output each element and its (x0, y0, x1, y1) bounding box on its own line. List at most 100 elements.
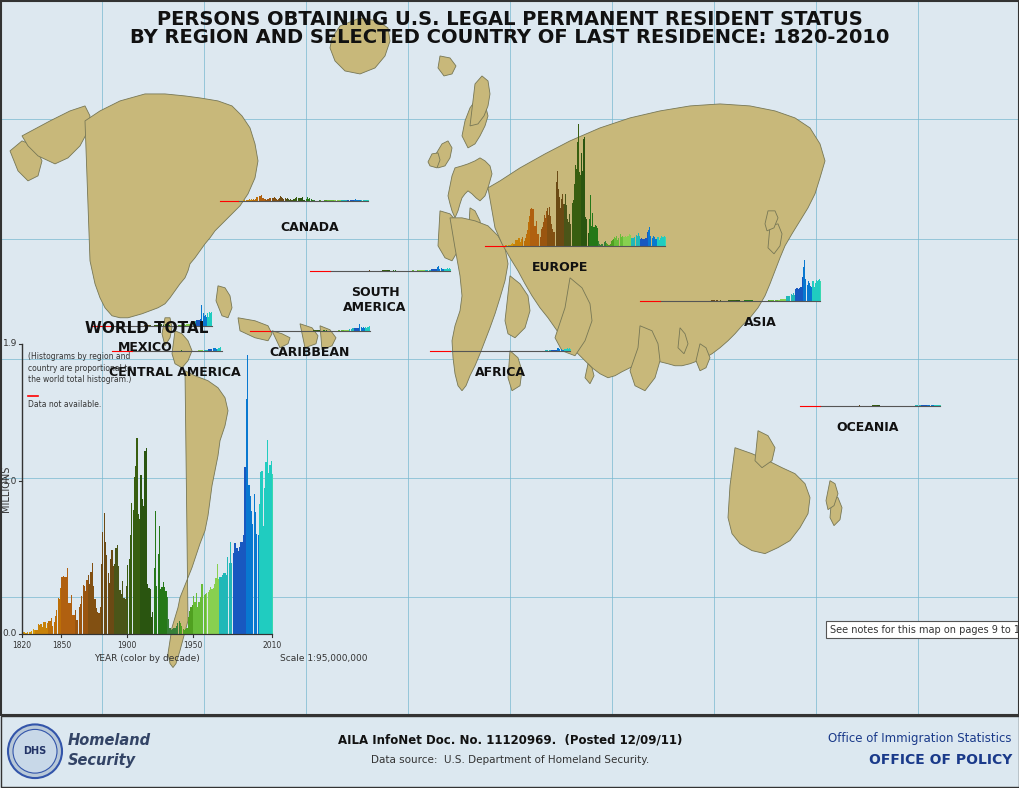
Bar (228, 563, 229, 634)
Bar (215, 578, 216, 634)
Bar (204, 595, 205, 634)
Bar (125, 586, 127, 634)
Bar (169, 628, 170, 634)
Bar (84, 585, 85, 634)
Bar (269, 465, 270, 634)
Bar (91, 572, 92, 634)
Bar (115, 548, 116, 634)
Polygon shape (504, 276, 530, 338)
Bar (29, 632, 30, 634)
Bar (118, 567, 119, 634)
Bar (47, 623, 48, 634)
Bar (219, 577, 220, 634)
Bar (226, 574, 227, 634)
Bar (109, 582, 110, 634)
Bar (131, 503, 132, 634)
Bar (159, 526, 160, 634)
Bar (195, 602, 196, 634)
Bar (33, 630, 34, 634)
Bar (78, 607, 79, 634)
Bar (248, 485, 250, 634)
Text: PERSONS OBTAINING U.S. LEGAL PERMANENT RESIDENT STATUS: PERSONS OBTAINING U.S. LEGAL PERMANENT R… (157, 10, 862, 29)
Polygon shape (447, 158, 491, 217)
Bar (50, 622, 51, 634)
Text: 2010: 2010 (262, 641, 281, 649)
Bar (168, 619, 169, 634)
Bar (202, 584, 203, 634)
Bar (114, 564, 115, 634)
Bar (64, 577, 65, 634)
Bar (272, 474, 273, 634)
Bar (177, 623, 178, 634)
Bar (139, 519, 141, 634)
Bar (82, 596, 83, 634)
Bar (206, 593, 207, 634)
Bar (124, 599, 125, 634)
Bar (77, 619, 78, 634)
Bar (69, 603, 70, 634)
Polygon shape (678, 328, 688, 354)
Bar (251, 511, 252, 634)
Bar (38, 624, 39, 634)
Text: CARIBBEAN: CARIBBEAN (270, 346, 350, 359)
Bar (132, 510, 133, 634)
Bar (79, 604, 82, 634)
Bar (137, 437, 138, 634)
Text: OFFICE OF POLICY: OFFICE OF POLICY (868, 753, 1011, 768)
Bar (113, 566, 114, 634)
Bar (166, 597, 168, 634)
Bar (83, 585, 84, 634)
Bar (261, 471, 263, 634)
Text: (Histograms by region and
country are proportional to
the world total histogram.: (Histograms by region and country are pr… (28, 351, 131, 385)
Bar (178, 621, 179, 634)
Bar (123, 598, 124, 634)
Bar (24, 633, 25, 634)
Bar (182, 629, 183, 634)
Polygon shape (85, 94, 258, 318)
Bar (97, 612, 98, 634)
Bar (154, 568, 155, 634)
Bar (192, 605, 193, 634)
Bar (185, 629, 186, 634)
Bar (147, 584, 148, 634)
Bar (87, 580, 88, 634)
Bar (236, 548, 237, 634)
Text: MEXICO: MEXICO (118, 340, 172, 354)
Bar (146, 448, 147, 634)
Bar (106, 555, 107, 634)
Bar (227, 557, 228, 634)
Bar (257, 535, 259, 634)
Bar (127, 565, 128, 634)
Bar (222, 574, 223, 634)
Text: CENTRAL AMERICA: CENTRAL AMERICA (109, 366, 240, 379)
Bar (136, 466, 137, 634)
Bar (55, 616, 56, 634)
Bar (157, 554, 159, 634)
Text: 1820: 1820 (12, 641, 32, 649)
Bar (155, 511, 156, 634)
Bar (152, 612, 153, 634)
Bar (120, 594, 122, 634)
Bar (237, 551, 238, 634)
Polygon shape (462, 96, 487, 148)
Bar (133, 477, 135, 634)
Bar (143, 506, 144, 634)
Bar (30, 632, 31, 634)
Bar (54, 622, 55, 634)
Bar (223, 573, 224, 634)
Polygon shape (507, 351, 522, 391)
Text: DHS: DHS (23, 746, 47, 756)
Bar (255, 512, 256, 634)
Polygon shape (764, 211, 777, 231)
Text: Data not available.: Data not available. (28, 400, 101, 409)
Circle shape (13, 730, 57, 773)
Bar (34, 630, 35, 634)
Bar (56, 610, 57, 634)
Text: 1900: 1900 (117, 641, 137, 649)
Bar (39, 625, 41, 634)
Bar (263, 526, 264, 634)
Polygon shape (216, 286, 231, 318)
Polygon shape (10, 141, 42, 181)
Bar (95, 599, 96, 634)
Text: See notes for this map on pages 9 to 11.: See notes for this map on pages 9 to 11. (829, 625, 1019, 634)
